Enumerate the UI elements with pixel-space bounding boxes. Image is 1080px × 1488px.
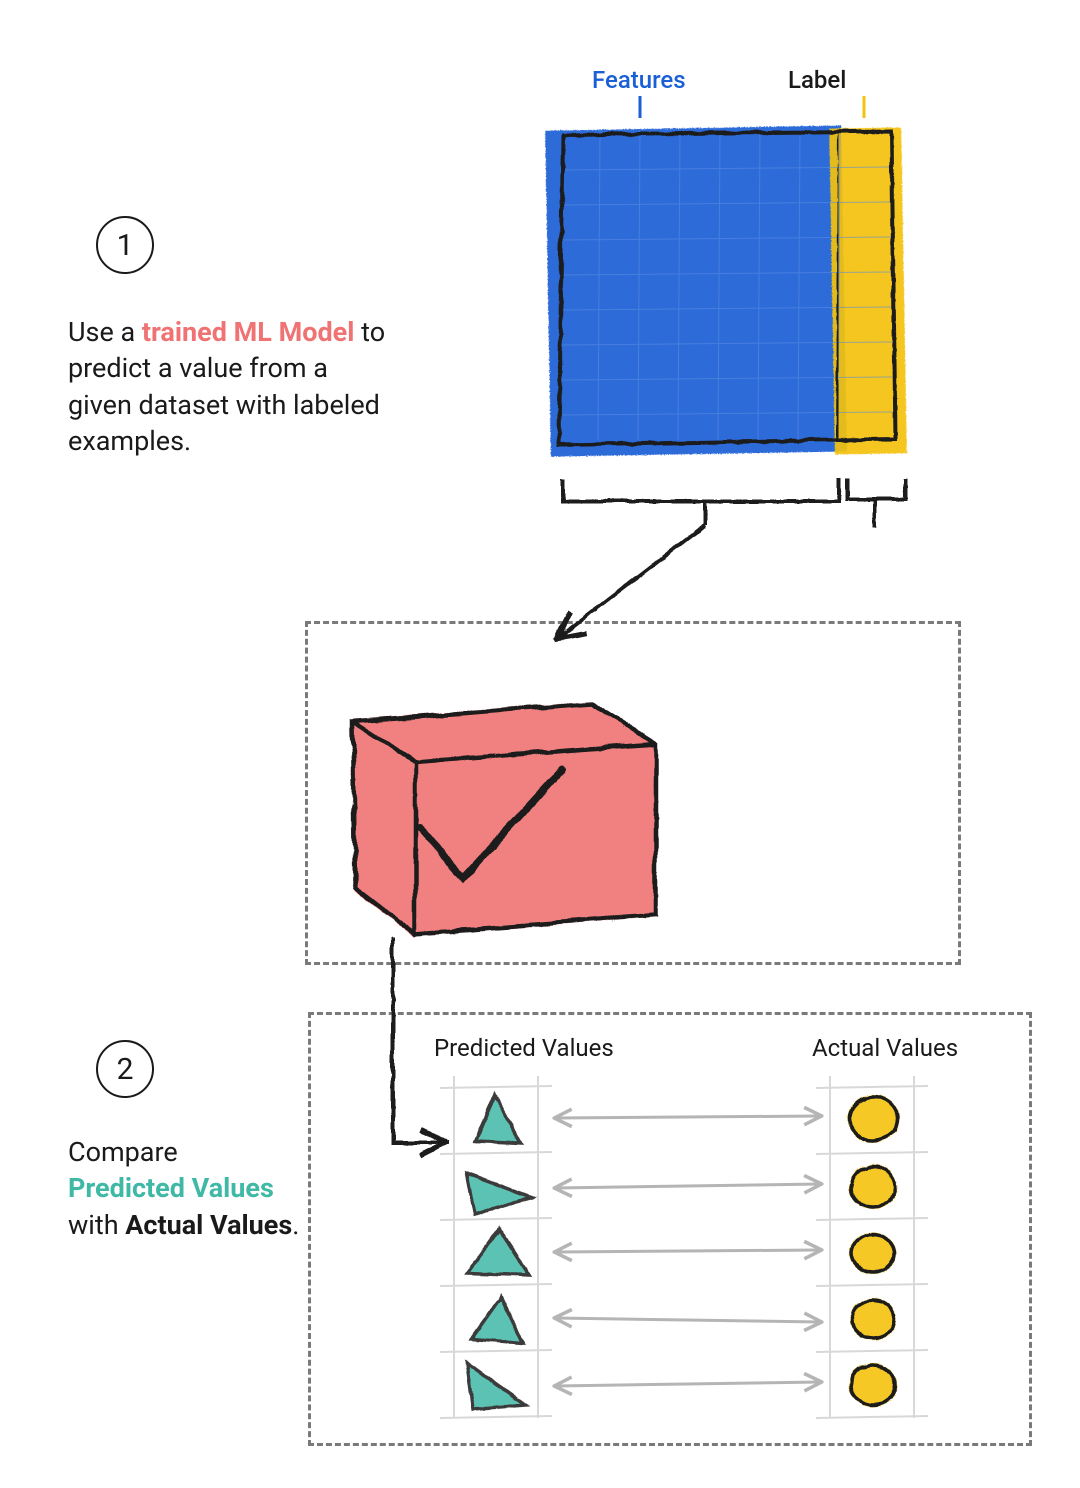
actual-values-title: Actual Values — [812, 1034, 958, 1062]
step-2-circle: 2 — [96, 1040, 154, 1098]
step-1-circle: 1 — [96, 216, 154, 274]
step-2-tail: . — [292, 1209, 299, 1241]
step-2-text: Compare Predicted Values with Actual Val… — [68, 1134, 308, 1243]
step-2-join: with — [68, 1209, 125, 1241]
step-1-text: Use a trained ML Model to predict a valu… — [68, 314, 388, 460]
panel-model — [305, 621, 961, 965]
step-1-highlight: trained ML Model — [142, 316, 355, 348]
legend-features-label: Features — [592, 66, 686, 94]
predicted-values-title-text: Predicted Values — [434, 1034, 614, 1062]
dataset-graphic — [545, 126, 907, 457]
step-2-number: 2 — [117, 1052, 134, 1087]
legend-label-label: Label — [788, 66, 846, 94]
legend-label-text: Label — [788, 66, 846, 94]
step-2-text-a: Compare — [68, 1136, 178, 1168]
step-1-number: 1 — [117, 228, 134, 263]
actual-values-title-text: Actual Values — [812, 1034, 958, 1062]
step-2-highlight: Predicted Values — [68, 1172, 274, 1204]
step-1-text-a: Use a — [68, 316, 142, 348]
predicted-values-title: Predicted Values — [434, 1034, 614, 1062]
panel-compare — [308, 1012, 1032, 1446]
legend-features-text: Features — [592, 66, 686, 94]
step-2-bold: Actual Values — [125, 1209, 292, 1241]
